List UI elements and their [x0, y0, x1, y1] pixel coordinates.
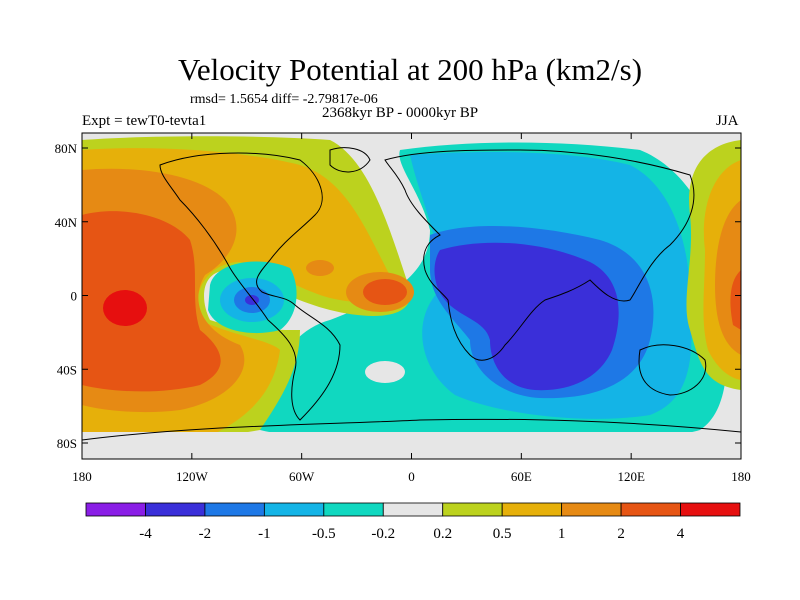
lon-tick-label: 0	[408, 469, 415, 484]
greenland-coast	[329, 147, 371, 173]
australia-coast	[638, 344, 707, 396]
colorbar-label: 2	[617, 526, 625, 542]
colorbar-swatch	[145, 502, 206, 517]
lon-tick-label: 180	[72, 469, 92, 484]
colorbar-label: 4	[677, 526, 685, 542]
redorange-region	[82, 211, 221, 392]
colorbar-swatch	[501, 502, 563, 517]
lon-tick-label: 120E	[617, 469, 645, 484]
colorbar-swatch	[382, 502, 444, 517]
colorbar-swatch	[204, 502, 265, 517]
americas-coast	[159, 152, 341, 421]
colorbar-swatch	[680, 502, 741, 517]
colorbar-label: 0.5	[493, 526, 512, 542]
colorbar-swatch	[263, 502, 325, 517]
colorbar-swatch	[442, 502, 503, 517]
atlantic-redorange	[363, 279, 407, 305]
colorbar-label: -0.2	[371, 526, 395, 542]
deepblue-region	[434, 242, 619, 391]
lon-tick-label: 180	[731, 469, 751, 484]
lat-tick-label: 80N	[55, 141, 78, 156]
wpac-redorange	[730, 270, 741, 330]
colorbar-label: 1	[558, 526, 566, 542]
colorbar-swatch	[85, 502, 146, 517]
red-core	[103, 290, 147, 326]
colorbar-swatch	[620, 502, 681, 517]
lon-tick-label: 60W	[289, 469, 315, 484]
lon-tick-label: 60E	[511, 469, 532, 484]
colorbar-label: 0.2	[433, 526, 452, 542]
contour-field	[82, 133, 741, 459]
lon-tick-label: 120W	[176, 469, 209, 484]
lat-tick-label: 40N	[55, 215, 78, 230]
satl-neutral	[365, 361, 405, 383]
season-label: JJA	[716, 113, 739, 129]
colorbar-swatch	[323, 502, 384, 517]
colorbar-label: -1	[258, 526, 271, 542]
colorbar-swatch	[561, 502, 622, 517]
latitude-ticks: 80N 40N 0 40S 80S	[55, 141, 741, 451]
colorbar-label: -0.5	[312, 526, 336, 542]
stats-text: rmsd= 1.5654 diff= -2.79817e-06	[190, 92, 378, 107]
longitude-ticks: 180 120W 60W 0 60E 120E 180	[72, 133, 751, 484]
eurasia-africa-coast	[384, 149, 695, 361]
epac-deepblue	[245, 295, 259, 305]
experiment-label: Expt = tewT0-tevta1	[82, 113, 207, 129]
colorbar-label: -4	[139, 526, 152, 542]
lat-tick-label: 0	[71, 289, 78, 304]
lat-tick-label: 40S	[57, 362, 77, 377]
small-orange-blob	[306, 260, 334, 276]
colorbar-label: -2	[199, 526, 212, 542]
lat-tick-label: 80S	[57, 436, 77, 451]
coastlines	[82, 147, 741, 441]
map-title: Velocity Potential at 200 hPa (km2/s)	[177, 52, 643, 87]
period-text: 2368kyr BP - 0000kyr BP	[322, 105, 479, 121]
antarctica-coast	[82, 418, 741, 441]
colorbar: -4 -2 -1 -0.5 -0.2 0.2 0.5 1 2 4	[85, 502, 741, 542]
